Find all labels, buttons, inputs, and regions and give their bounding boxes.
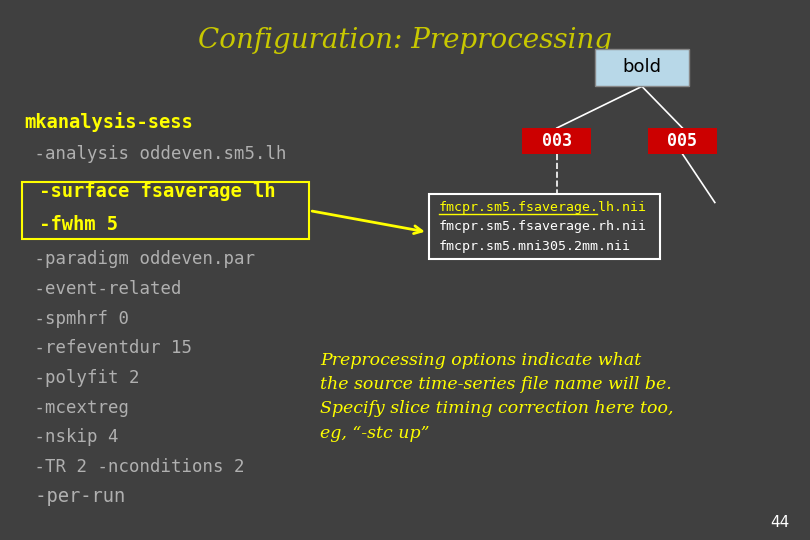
- Text: -event-related: -event-related: [24, 280, 181, 298]
- Text: -refeventdur 15: -refeventdur 15: [24, 339, 192, 357]
- Text: -surface fsaverage lh: -surface fsaverage lh: [28, 182, 276, 201]
- Text: mkanalysis-sess: mkanalysis-sess: [24, 111, 193, 132]
- Text: Preprocessing options indicate what
the source time-series file name will be.
Sp: Preprocessing options indicate what the …: [320, 352, 673, 442]
- Bar: [595, 49, 688, 86]
- Text: -TR 2 -nconditions 2: -TR 2 -nconditions 2: [24, 458, 245, 476]
- Bar: [522, 128, 591, 154]
- Text: 44: 44: [770, 515, 790, 530]
- Text: -nskip 4: -nskip 4: [24, 428, 119, 447]
- Text: fmcpr.sm5.fsaverage.lh.nii: fmcpr.sm5.fsaverage.lh.nii: [439, 201, 647, 214]
- Text: -analysis oddeven.sm5.lh: -analysis oddeven.sm5.lh: [24, 145, 287, 163]
- Text: 003: 003: [542, 132, 572, 150]
- Text: fmcpr.sm5.mni305.2mm.nii: fmcpr.sm5.mni305.2mm.nii: [439, 240, 631, 253]
- Text: -polyfit 2: -polyfit 2: [24, 369, 140, 387]
- Text: Configuration: Preprocessing: Configuration: Preprocessing: [198, 27, 612, 54]
- Text: fmcpr.sm5.fsaverage.rh.nii: fmcpr.sm5.fsaverage.rh.nii: [439, 220, 647, 233]
- Text: bold: bold: [622, 58, 662, 77]
- Text: -fwhm 5: -fwhm 5: [28, 214, 118, 234]
- Bar: [429, 194, 660, 259]
- Text: -paradigm oddeven.par: -paradigm oddeven.par: [24, 250, 255, 268]
- Text: -mcextreg: -mcextreg: [24, 399, 130, 417]
- Bar: [648, 128, 717, 154]
- Text: 005: 005: [667, 132, 697, 150]
- Bar: [22, 182, 309, 239]
- Text: -spmhrf 0: -spmhrf 0: [24, 309, 130, 328]
- Text: -per-run: -per-run: [24, 487, 126, 507]
